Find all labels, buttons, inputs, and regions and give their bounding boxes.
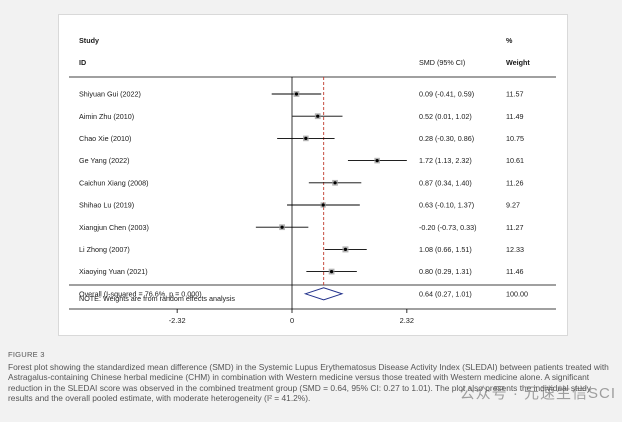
row-text: Shiyuan Gui (2022) 0.09 (-0.41, 0.59) 11.5… <box>79 90 528 303</box>
plot-frame <box>69 76 556 310</box>
figure-label: FIGURE 3 <box>8 350 45 359</box>
study-ci-text: 0.09 (-0.41, 0.59) <box>419 90 474 99</box>
study-label: Shihao Lu (2019) <box>79 201 134 210</box>
study-ci-text: 0.52 (0.01, 1.02) <box>419 112 472 121</box>
header-study: Study <box>79 36 99 45</box>
study-weight-text: 11.27 <box>506 223 523 232</box>
study-ci-text: -0.20 (-0.73, 0.33) <box>419 223 477 232</box>
study-point <box>304 136 308 140</box>
forest-plot: Study ID SMD (95% CI) % Weight Shiyuan G… <box>69 36 556 325</box>
study-label: Ge Yang (2022) <box>79 156 129 165</box>
study-ci-text: 1.72 (1.13, 2.32) <box>419 156 472 165</box>
study-point <box>333 181 337 185</box>
x-tick-label: -2.32 <box>169 316 186 325</box>
study-point <box>321 203 325 207</box>
header-weight: Weight <box>506 58 530 67</box>
study-weight-text: 12.33 <box>506 245 524 254</box>
study-label: Chao Xie (2010) <box>79 134 131 143</box>
study-label: Xiangjun Chen (2003) <box>79 223 149 232</box>
study-point <box>375 159 379 163</box>
study-weight-text: 11.57 <box>506 90 523 99</box>
study-point <box>280 225 284 229</box>
study-ci-text: 0.87 (0.34, 1.40) <box>419 178 472 187</box>
table-header: Study ID SMD (95% CI) % Weight <box>79 36 530 67</box>
study-point <box>316 114 320 118</box>
header-weight-pct: % <box>506 36 513 45</box>
overall-ci-text: 0.64 (0.27, 1.01) <box>419 289 472 298</box>
study-weight-text: 11.49 <box>506 112 523 121</box>
header-id: ID <box>79 58 86 67</box>
study-weight-text: 9.27 <box>506 201 520 210</box>
study-label: Li Zhong (2007) <box>79 245 130 254</box>
study-label: Aimin Zhu (2010) <box>79 112 134 121</box>
x-tick-label: 0 <box>290 316 294 325</box>
study-label: Caichun Xiang (2008) <box>79 178 149 187</box>
study-label: Shiyuan Gui (2022) <box>79 90 141 99</box>
study-ci-text: 0.28 (-0.30, 0.86) <box>419 134 474 143</box>
study-weight-text: 10.75 <box>506 134 524 143</box>
forest-plot-panel: Study ID SMD (95% CI) % Weight Shiyuan G… <box>58 14 568 336</box>
overall-label: Overall (I-squared = 76.6%, p = 0.000) <box>79 289 202 298</box>
header-smd: SMD (95% CI) <box>419 58 465 67</box>
overall-weight-text: 100.00 <box>506 289 528 298</box>
overall-diamond <box>303 287 344 301</box>
study-weight-text: 11.26 <box>506 178 523 187</box>
study-point <box>330 270 334 274</box>
x-tick-label: 2.32 <box>400 316 414 325</box>
watermark: 公众号 · 元速生信SCI <box>459 385 616 402</box>
study-ci-text: 0.80 (0.29, 1.31) <box>419 267 472 276</box>
study-point <box>343 247 348 251</box>
caption-text: Forest plot showing the standardized mea… <box>8 361 609 404</box>
study-label: Xiaoying Yuan (2021) <box>79 267 148 276</box>
study-ci-text: 1.08 (0.66, 1.51) <box>419 245 472 254</box>
study-weight-text: 11.46 <box>506 267 523 276</box>
x-axis: -2.32 0 2.32 <box>169 309 414 325</box>
study-weight-text: 10.61 <box>506 156 524 165</box>
study-point <box>294 92 299 96</box>
figure-caption: FIGURE 3 Forest plot showing the standar… <box>8 350 614 404</box>
plot-marks <box>255 91 407 301</box>
study-ci-text: 0.63 (-0.10, 1.37) <box>419 201 474 210</box>
random-effects-note: NOTE: Weights are from random effects an… <box>79 294 235 303</box>
